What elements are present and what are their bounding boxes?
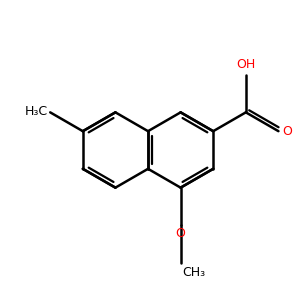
Text: CH₃: CH₃ [183,266,206,279]
Text: O: O [176,227,186,240]
Text: H₃C: H₃C [25,105,48,118]
Text: OH: OH [236,58,256,71]
Text: O: O [282,125,292,138]
